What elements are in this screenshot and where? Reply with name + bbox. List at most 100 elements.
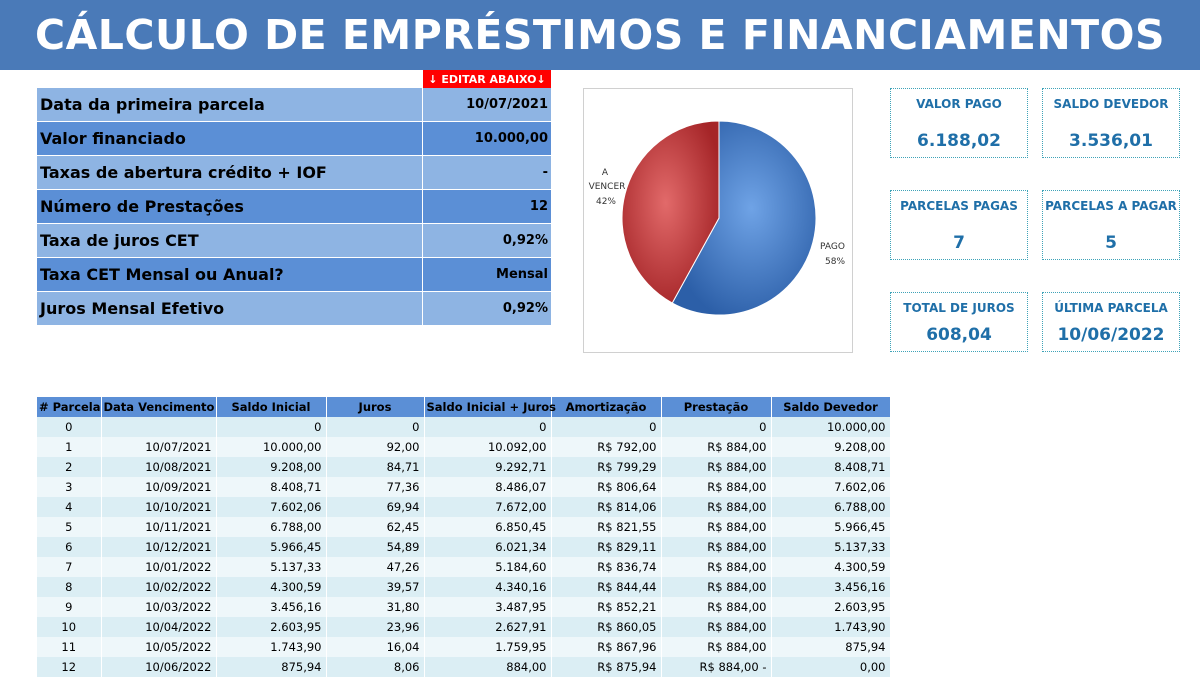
table-cell: 39,57	[326, 577, 425, 597]
table-cell: 3.456,16	[771, 577, 891, 597]
table-row: 0 0 0 0 0 0 10.000,00	[37, 417, 891, 437]
table-cell: 9.292,71	[424, 457, 552, 477]
pie-label-vencer: VENCER	[589, 182, 626, 192]
kpi-valor-pago: VALOR PAGO 6.188,02	[890, 88, 1028, 158]
table-cell: 10/10/2021	[101, 497, 217, 517]
column-header: Prestação	[661, 397, 772, 417]
table-row: 7 10/01/2022 5.137,33 47,26 5.184,60 R$ 836,7…	[37, 557, 891, 577]
table-cell: 4.300,59	[216, 577, 327, 597]
table-cell: R$ 884,00	[661, 437, 772, 457]
param-value-rate-period[interactable]: Mensal	[423, 258, 551, 292]
table-cell: R$ 884,00	[661, 457, 772, 477]
param-value-installments[interactable]: 12	[423, 190, 551, 224]
edit-below-tag: ↓ EDITAR ABAIXO↓	[423, 70, 551, 88]
table-cell: 0,00	[771, 657, 891, 677]
table-row: 12 10/06/2022 875,94 8,06 884,00 R$ 875,94 R$ …	[37, 657, 891, 677]
table-cell: 2	[37, 457, 102, 477]
table-cell: 875,94	[216, 657, 327, 677]
param-value-first-date[interactable]: 10/07/2021	[423, 88, 551, 122]
table-cell: 6.788,00	[216, 517, 327, 537]
table-cell: 0	[424, 417, 552, 437]
kpi-saldo-devedor: SALDO DEVEDOR 3.536,01	[1042, 88, 1180, 158]
pie-percent-pago: 58%	[825, 257, 845, 267]
table-cell: 7.602,06	[771, 477, 891, 497]
table-cell: R$ 884,00 -	[661, 657, 772, 677]
table-cell: 92,00	[326, 437, 425, 457]
column-header: Data Vencimento	[101, 397, 217, 417]
table-cell: 5.137,33	[216, 557, 327, 577]
table-cell: 47,26	[326, 557, 425, 577]
table-cell: 84,71	[326, 457, 425, 477]
table-cell: R$ 814,06	[551, 497, 662, 517]
column-header: Saldo Inicial + Juros	[424, 397, 556, 417]
table-row: 8 10/02/2022 4.300,59 39,57 4.340,16 R$ 844,4…	[37, 577, 891, 597]
table-cell: R$ 792,00	[551, 437, 662, 457]
table-cell: 10/01/2022	[101, 557, 217, 577]
kpi-value: 5	[1105, 233, 1117, 253]
table-cell: 8.486,07	[424, 477, 552, 497]
table-header-row: # Parcela Data Vencimento Saldo Inicial …	[37, 397, 891, 417]
table-cell: 7	[37, 557, 102, 577]
table-cell: 9.208,00	[216, 457, 327, 477]
param-value-cet-rate[interactable]: 0,92%	[423, 224, 551, 258]
param-value-effective-rate: 0,92%	[423, 292, 551, 326]
table-cell: 54,89	[326, 537, 425, 557]
column-header: Juros	[326, 397, 425, 417]
kpi-title: ÚLTIMA PARCELA	[1054, 301, 1168, 315]
table-cell: 10/08/2021	[101, 457, 217, 477]
table-cell: R$ 884,00	[661, 557, 772, 577]
table-cell: 0	[216, 417, 327, 437]
table-cell: 2.627,91	[424, 617, 552, 637]
table-cell: 875,94	[771, 637, 891, 657]
table-cell: R$ 867,96	[551, 637, 662, 657]
table-cell: 10/04/2022	[101, 617, 217, 637]
paid-vs-due-pie-chart: PAGO 58% A VENCER 42%	[583, 88, 853, 353]
param-row-first-date: Data da primeira parcela 10/07/2021	[37, 88, 551, 122]
param-label: Taxa CET Mensal ou Anual?	[37, 258, 423, 292]
table-cell: 0	[661, 417, 772, 437]
table-cell: R$ 836,74	[551, 557, 662, 577]
table-cell: 2.603,95	[216, 617, 327, 637]
param-value-financed-value[interactable]: 10.000,00	[423, 122, 551, 156]
table-cell: 6	[37, 537, 102, 557]
table-cell: 8	[37, 577, 102, 597]
table-cell: 69,94	[326, 497, 425, 517]
kpi-value: 3.536,01	[1069, 131, 1153, 151]
parameters-table: Data da primeira parcela 10/07/2021 Valo…	[37, 88, 551, 326]
kpi-ultima-parcela: ÚLTIMA PARCELA 10/06/2022	[1042, 292, 1180, 352]
table-cell: 10	[37, 617, 102, 637]
amortization-schedule-table: # Parcela Data Vencimento Saldo Inicial …	[37, 397, 891, 677]
pie-percent-a-vencer: 42%	[596, 197, 616, 207]
table-row: 1 10/07/2021 10.000,00 92,00 10.092,00 R$ 792…	[37, 437, 891, 457]
table-cell: 8,06	[326, 657, 425, 677]
table-cell: R$ 884,00	[661, 537, 772, 557]
table-cell: 1.743,90	[771, 617, 891, 637]
table-cell: 4.300,59	[771, 557, 891, 577]
table-cell: 9	[37, 597, 102, 617]
table-cell: 10/05/2022	[101, 637, 217, 657]
kpi-parcelas-a-pagar: PARCELAS A PAGAR 5	[1042, 190, 1180, 260]
table-row: 9 10/03/2022 3.456,16 31,80 3.487,95 R$ 852,2…	[37, 597, 891, 617]
table-cell: R$ 829,11	[551, 537, 662, 557]
table-cell: 6.021,34	[424, 537, 552, 557]
table-cell: 9.208,00	[771, 437, 891, 457]
table-cell: 1.743,90	[216, 637, 327, 657]
table-cell: 3	[37, 477, 102, 497]
kpi-title: TOTAL DE JUROS	[903, 301, 1015, 315]
param-value-fees[interactable]: -	[423, 156, 551, 190]
table-row: 5 10/11/2021 6.788,00 62,45 6.850,45 R$ 821,5…	[37, 517, 891, 537]
table-cell: R$ 884,00	[661, 517, 772, 537]
column-header: Saldo Inicial	[216, 397, 327, 417]
pie-chart-canvas: PAGO 58% A VENCER 42%	[589, 120, 845, 316]
table-cell: 11	[37, 637, 102, 657]
table-cell: R$ 884,00	[661, 477, 772, 497]
kpi-value: 7	[953, 233, 965, 253]
table-cell: R$ 884,00	[661, 597, 772, 617]
kpi-title: PARCELAS PAGAS	[900, 199, 1018, 213]
column-header: # Parcela	[37, 397, 102, 417]
table-cell: 10/11/2021	[101, 517, 217, 537]
table-row: 11 10/05/2022 1.743,90 16,04 1.759,95 R$ 867,…	[37, 637, 891, 657]
param-label: Data da primeira parcela	[37, 88, 423, 122]
table-cell: R$ 884,00	[661, 617, 772, 637]
table-cell: 1	[37, 437, 102, 457]
